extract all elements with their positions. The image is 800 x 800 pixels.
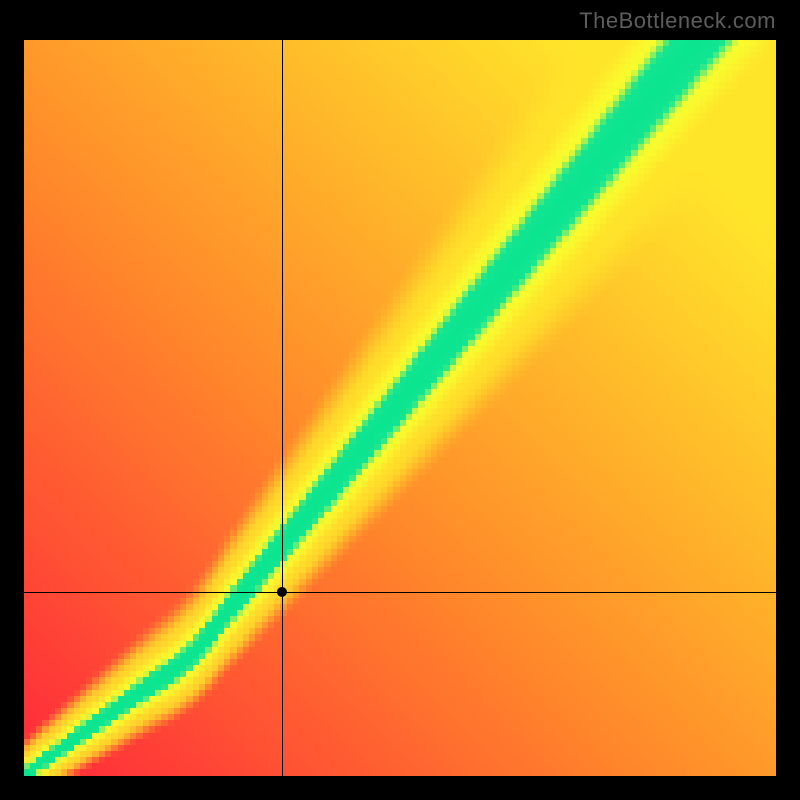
watermark-label: TheBottleneck.com <box>579 8 776 34</box>
bottleneck-heatmap <box>24 40 776 776</box>
